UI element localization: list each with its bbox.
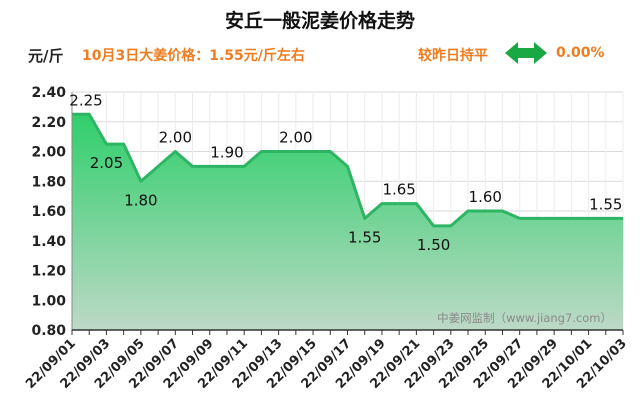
y-tick-label: 2.20 <box>31 115 66 131</box>
left-right-arrow-icon <box>505 42 547 64</box>
data-label: 1.55 <box>589 195 622 213</box>
data-label: 1.60 <box>469 188 502 206</box>
y-tick-label: 1.20 <box>31 264 66 280</box>
y-axis-unit: 元/斤 <box>28 47 64 65</box>
data-label: 1.55 <box>348 228 381 246</box>
y-tick-label: 1.60 <box>31 204 66 220</box>
y-tick-label: 2.00 <box>31 145 66 161</box>
change-value: 0.00% <box>556 45 605 61</box>
y-tick-label: 1.00 <box>31 293 66 309</box>
change-label: 较昨日持平 <box>418 48 488 64</box>
price-line <box>72 112 623 228</box>
y-tick-label: 1.40 <box>31 234 66 250</box>
data-label: 1.80 <box>124 191 157 209</box>
y-tick-label: 1.80 <box>31 174 66 190</box>
y-tick-label: 0.80 <box>31 323 66 339</box>
price-note: 10月3日大姜价格：1.55元/斤左右 <box>82 48 305 64</box>
y-tick-label: 2.40 <box>31 85 66 101</box>
price-area <box>72 114 623 330</box>
data-label: 1.65 <box>382 181 415 199</box>
data-label: 2.00 <box>159 129 192 147</box>
data-label: 2.00 <box>279 129 312 147</box>
chart-title: 安丘一般泥姜价格走势 <box>224 10 415 32</box>
data-label: 1.90 <box>210 143 243 161</box>
data-label: 1.50 <box>417 236 450 254</box>
data-label: 2.05 <box>90 154 123 172</box>
data-label: 2.25 <box>69 91 102 109</box>
watermark: 中姜网监制（www.jiang7.com） <box>437 311 612 325</box>
